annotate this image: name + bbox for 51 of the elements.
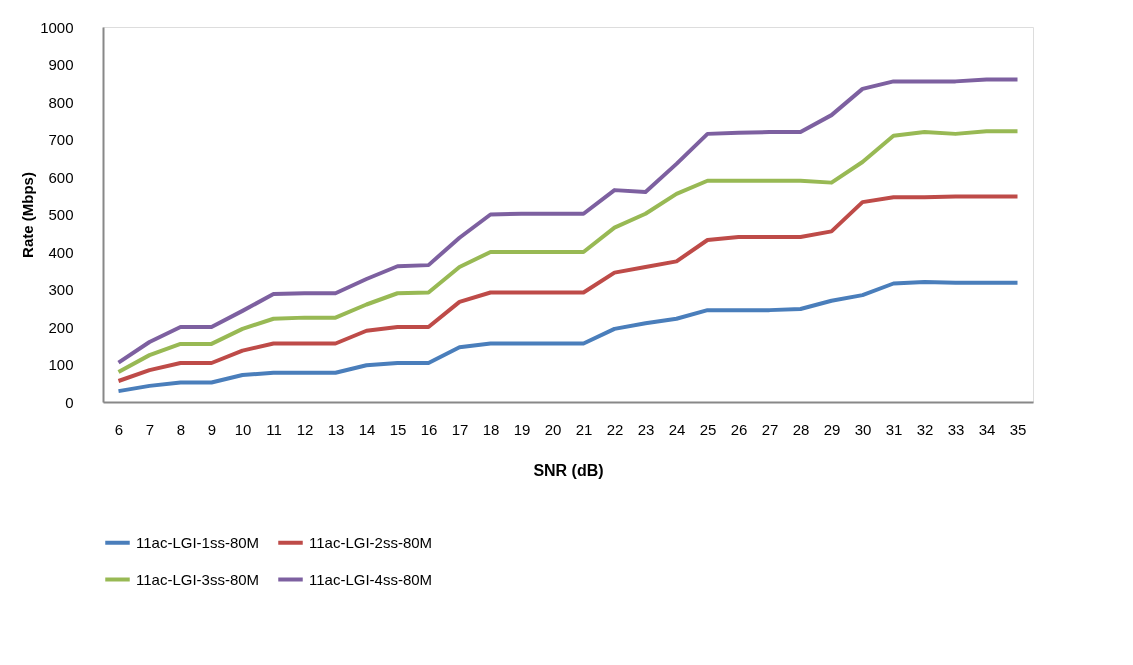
x-tick-label: 24 <box>668 420 686 438</box>
x-tick-label: 19 <box>513 420 531 438</box>
y-tick-label: 700 <box>48 131 74 148</box>
line-series <box>116 280 1020 394</box>
x-tick-label: 9 <box>207 420 217 438</box>
x-tick-label: 10 <box>234 420 252 438</box>
x-tick-label: 22 <box>606 420 624 438</box>
x-tick-label: 32 <box>916 420 934 438</box>
line-series <box>116 194 1020 383</box>
y-axis-title: Rate (Mbps) <box>19 172 37 258</box>
x-tick-label: 18 <box>482 420 500 438</box>
legend-label: 11ac-LGI-2ss-80M <box>309 533 433 551</box>
x-tick-label: 31 <box>885 420 903 438</box>
x-tick-label: 14 <box>358 420 376 438</box>
x-tick-label: 35 <box>1009 420 1027 438</box>
legend-label: 11ac-LGI-4ss-80M <box>309 570 433 588</box>
legend-label: 11ac-LGI-1ss-80M <box>136 533 260 551</box>
x-tick-label: 26 <box>730 420 748 438</box>
x-tick-label: 8 <box>176 420 186 438</box>
x-tick-label: 27 <box>761 420 779 438</box>
x-tick-label: 25 <box>699 420 717 438</box>
legend-label: 11ac-LGI-3ss-80M <box>136 570 260 588</box>
x-tick-label: 29 <box>823 420 841 438</box>
x-tick-label: 6 <box>114 420 124 438</box>
x-tick-label: 7 <box>145 420 155 438</box>
y-tick-label: 1000 <box>40 18 74 36</box>
y-tick-label: 200 <box>48 318 74 336</box>
line-series <box>116 77 1020 365</box>
x-tick-label: 21 <box>575 420 593 438</box>
x-tick-label: 23 <box>637 420 655 438</box>
x-tick-label: 11 <box>266 420 282 438</box>
line-series <box>116 129 1020 374</box>
x-tick-label: 34 <box>978 420 996 438</box>
x-tick-label: 13 <box>327 420 345 438</box>
x-tick-label: 28 <box>792 420 810 438</box>
y-tick-label: 500 <box>48 206 74 223</box>
y-tick-label: 600 <box>48 168 74 186</box>
x-tick-label: 30 <box>854 420 872 438</box>
y-tick-label: 400 <box>48 243 74 261</box>
x-tick-label: 16 <box>420 420 438 438</box>
y-tick-label: 100 <box>48 356 74 373</box>
x-tick-label: 17 <box>451 420 469 438</box>
x-tick-label: 12 <box>296 420 314 438</box>
x-tick-label: 15 <box>389 420 407 438</box>
x-tick-label: 20 <box>544 420 562 438</box>
x-tick-label: 33 <box>947 420 965 438</box>
y-tick-label: 0 <box>65 393 74 411</box>
y-tick-label: 900 <box>48 56 74 73</box>
x-axis-title: SNR (dB) <box>533 461 604 479</box>
y-tick-label: 800 <box>48 93 74 111</box>
y-tick-label: 300 <box>48 281 74 298</box>
